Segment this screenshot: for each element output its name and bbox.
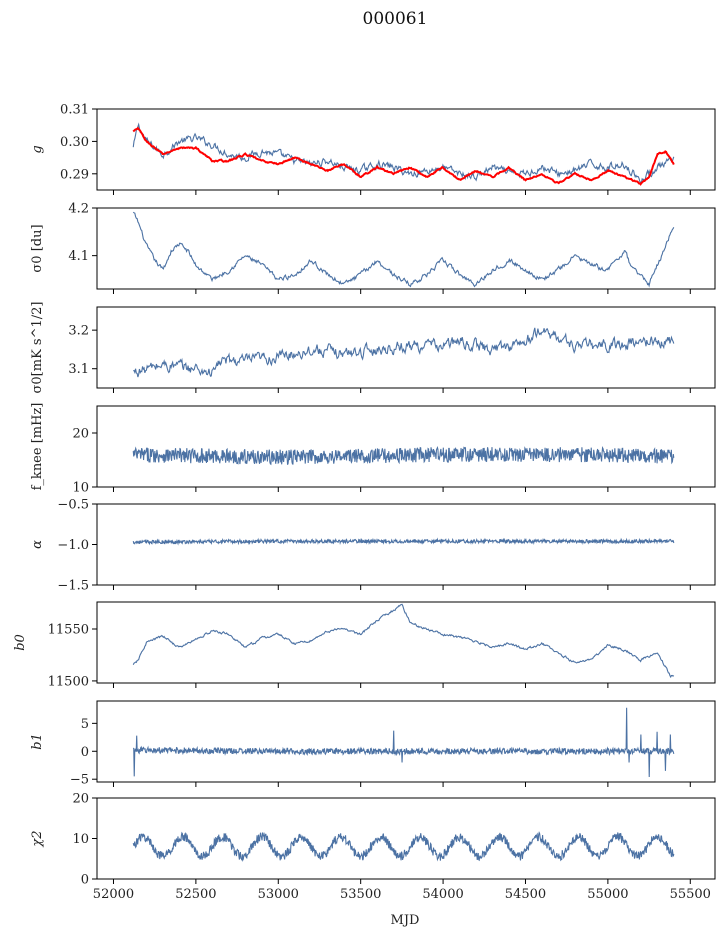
panel-3-ytick-label: 3.2 bbox=[68, 324, 89, 339]
panel-1-data-series-line bbox=[132, 122, 675, 184]
panel-5-ytick-label: −0.5 bbox=[57, 498, 89, 513]
panel-1-axes-frame bbox=[96, 108, 716, 191]
panel-6-ytick-label: 11500 bbox=[48, 674, 89, 689]
xtick-label: 55000 bbox=[587, 887, 628, 902]
panel-3-axes-frame bbox=[96, 306, 716, 389]
xtick-label: 54500 bbox=[505, 887, 546, 902]
panel-5-ytick-label: −1.0 bbox=[57, 538, 89, 553]
panel-8: 0 10 20 52000 52500 53000 53500 54000 54500 55000… bbox=[30, 792, 716, 902]
figure-title: 000061 bbox=[363, 9, 428, 29]
panel-1-ytick-label: 0.29 bbox=[60, 167, 89, 182]
panel-3-y-axis-label: σ0[mK s^1/2] bbox=[30, 302, 45, 394]
panel-7-data-series-line bbox=[132, 707, 675, 777]
xtick-label: 52500 bbox=[175, 887, 216, 902]
panel-3-ytick-label: 3.1 bbox=[68, 362, 89, 377]
panel-8-y-axis-label: χ2 bbox=[30, 830, 45, 847]
panel-2-ytick-label: 4.2 bbox=[68, 202, 89, 217]
xtick-label: 55500 bbox=[670, 887, 711, 902]
panel-6: 11500 11550 b0 bbox=[13, 601, 716, 689]
panel-1-y-axis-label: g bbox=[30, 145, 45, 153]
panel-4-ytick-label: 10 bbox=[72, 481, 89, 496]
panel-1-ytick-label: 0.31 bbox=[60, 103, 89, 118]
panel-7-ytick-label: −5 bbox=[70, 773, 89, 788]
panel-6-ytick-label: 11550 bbox=[48, 623, 89, 638]
panel-4: 10 20 f_knee [mHz] bbox=[30, 403, 716, 496]
panel-4-data-series-line bbox=[132, 445, 675, 466]
panel-2-ytick-label: 4.1 bbox=[68, 249, 89, 264]
panel-6-y-axis-label: b0 bbox=[13, 634, 28, 651]
panel-5-data-series-line bbox=[132, 537, 675, 546]
panel-8-data-series-line bbox=[132, 831, 675, 863]
panel-5: −1.5 −1.0 −0.5 α bbox=[30, 498, 716, 594]
panel-1: 0.29 0.30 0.31 g bbox=[30, 103, 716, 195]
panel-7: −5 0 5 b1 bbox=[30, 700, 716, 788]
xtick-label: 53000 bbox=[258, 887, 299, 902]
panel-4-y-axis-label: f_knee [mHz] bbox=[30, 403, 45, 491]
panel-2-y-axis-label: σ0 [du] bbox=[30, 224, 45, 272]
panel-4-ytick-label: 20 bbox=[72, 427, 89, 442]
panel-3-data-series-line bbox=[133, 327, 675, 378]
panel-2-axes-frame bbox=[96, 207, 716, 290]
panel-1-ytick-label: 0.30 bbox=[60, 135, 89, 150]
chart-panels: 0.29 0.30 0.31 g 4.1 4.2 σ0 [du] 3.1 3.2 σ0[mK s^… bbox=[13, 103, 716, 902]
panel-7-ytick-label: 5 bbox=[81, 717, 89, 732]
panel-2: 4.1 4.2 σ0 [du] bbox=[30, 202, 716, 294]
panel-3: 3.1 3.2 σ0[mK s^1/2] bbox=[30, 302, 716, 394]
xtick-label: 54000 bbox=[422, 887, 463, 902]
panel-6-axes-frame bbox=[96, 601, 716, 684]
panel-7-y-axis-label: b1 bbox=[30, 733, 45, 750]
panel-2-data-series-line bbox=[132, 211, 675, 288]
xtick-label: 52000 bbox=[93, 887, 134, 902]
panel-5-ytick-label: −1.5 bbox=[57, 579, 89, 594]
panel-8-ytick-label: 10 bbox=[72, 832, 89, 847]
xtick-label: 53500 bbox=[340, 887, 381, 902]
panel-6-data-series-line bbox=[132, 603, 675, 679]
panel-7-axes-frame bbox=[96, 700, 716, 783]
x-axis-label: MJD bbox=[391, 913, 420, 928]
panel-5-y-axis-label: α bbox=[30, 540, 45, 549]
panel-7-ytick-label: 0 bbox=[81, 745, 89, 760]
panel-8-ytick-label: 0 bbox=[81, 873, 89, 888]
panel-4-axes-frame bbox=[96, 405, 716, 488]
panel-8-ytick-label: 20 bbox=[72, 792, 89, 807]
panel-1-model-series-line bbox=[132, 126, 675, 186]
panel-5-axes-frame bbox=[96, 503, 716, 586]
